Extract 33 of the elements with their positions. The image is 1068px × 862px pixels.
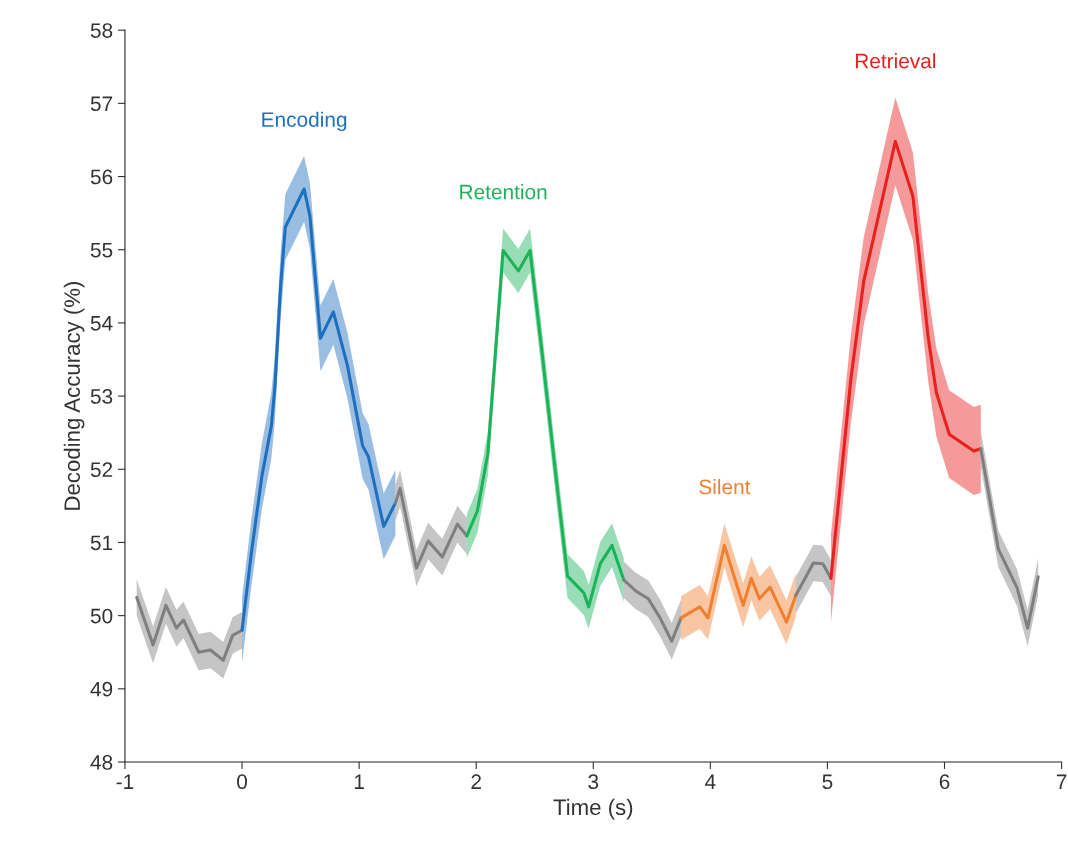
y-tick-label: 50 [90, 608, 113, 624]
x-tick-label: 6 [939, 774, 950, 790]
line-series [979, 447, 1040, 630]
x-tick-label: 5 [822, 774, 833, 790]
y-tick-label: 55 [90, 242, 113, 258]
x-tick-label: 1 [354, 774, 364, 789]
x-tick-label: -1 [116, 774, 134, 789]
text: Silent [699, 479, 751, 495]
line-series [829, 139, 983, 580]
y-tick-label: 53 [90, 389, 113, 404]
x-tick-label: 7 [1056, 774, 1067, 789]
y-axis-title: Decoding Accuracy (%) [63, 281, 85, 510]
text: Encoding [262, 111, 347, 132]
y-tick-label: 51 [90, 535, 113, 551]
line-series [393, 486, 469, 570]
x-axis-title: Time (s) [553, 798, 633, 820]
x-tick-label: 0 [237, 774, 248, 790]
line-series [679, 543, 798, 624]
x-tick-label: 4 [705, 774, 716, 789]
line-series [622, 578, 683, 643]
line-series [135, 595, 244, 662]
line-series [794, 561, 833, 597]
y-tick-label: 57 [90, 96, 113, 112]
y-tick-label: 52 [90, 462, 113, 478]
x-tick-label: 3 [588, 774, 599, 790]
y-tick-label: 56 [90, 169, 113, 185]
y-tick-label: 54 [90, 316, 113, 331]
text: Retention [460, 184, 547, 200]
y-tick-label: 48 [90, 755, 113, 770]
y-tick-label: 58 [90, 23, 113, 38]
text: Retrieval [855, 53, 936, 69]
x-tick-label: 2 [471, 774, 481, 789]
y-tick-label: 49 [90, 681, 113, 697]
